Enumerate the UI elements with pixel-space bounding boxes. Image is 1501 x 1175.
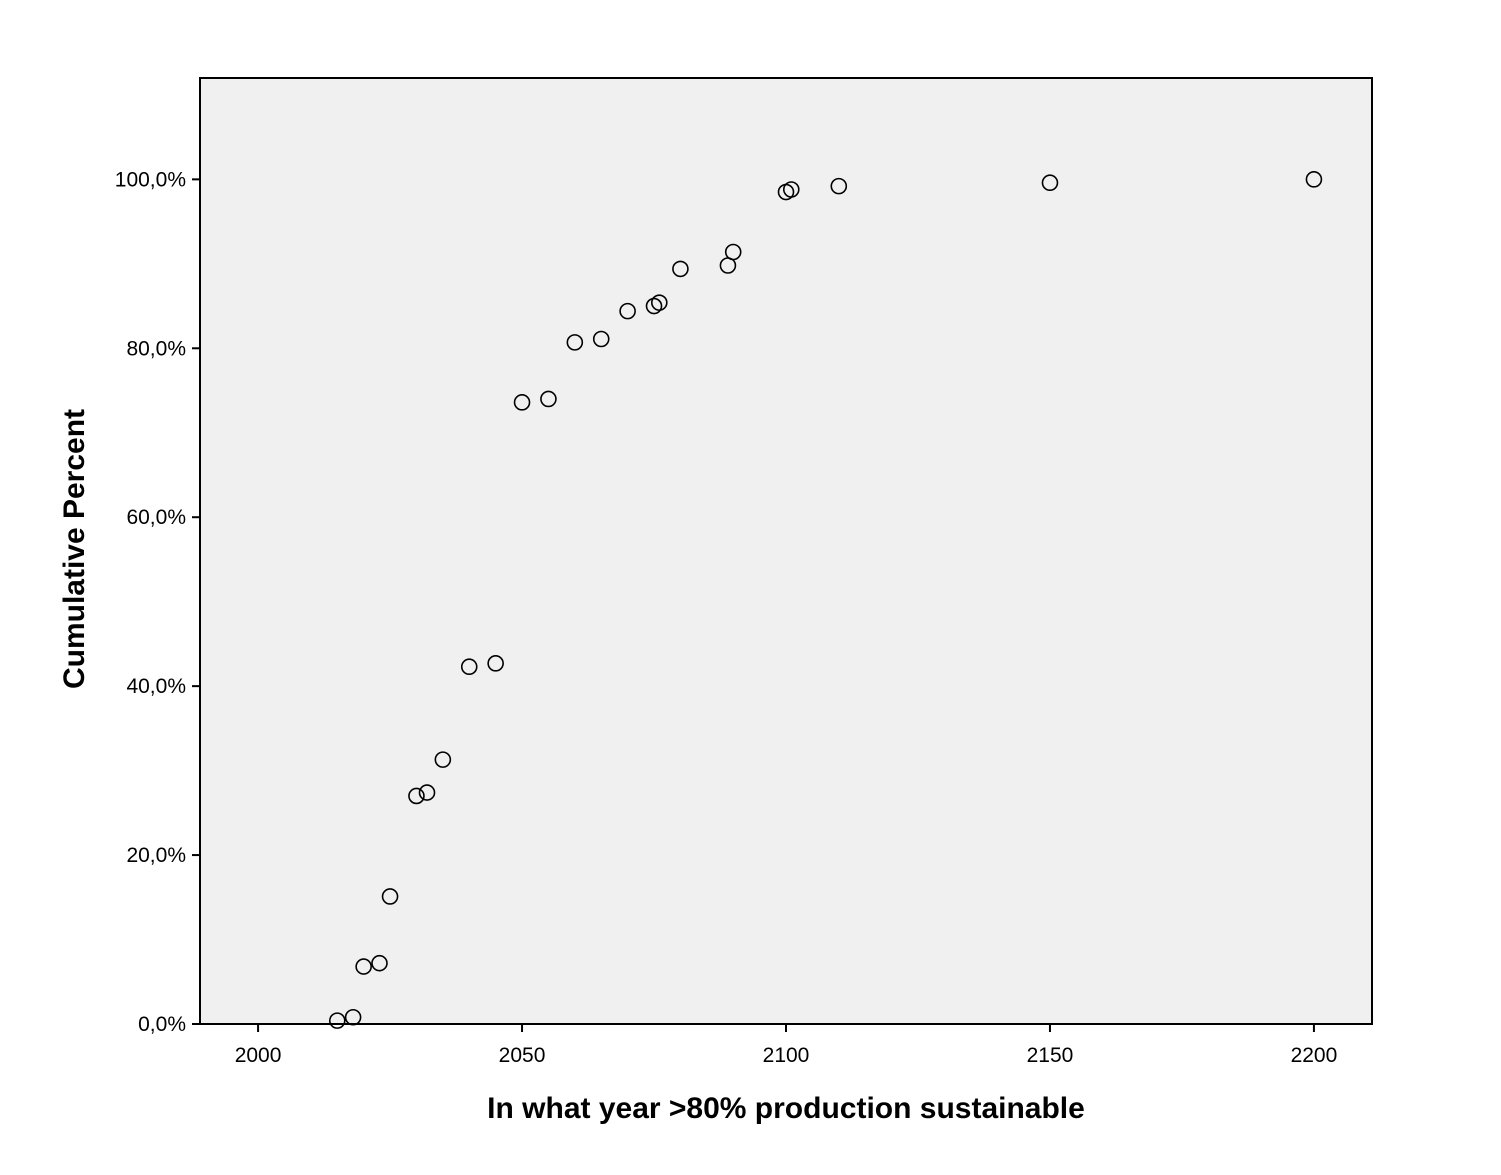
data-point bbox=[672, 260, 689, 278]
data-point bbox=[344, 1008, 362, 1026]
data-point bbox=[513, 394, 531, 411]
x-tick-label: 2100 bbox=[763, 1044, 810, 1067]
data-point bbox=[650, 294, 668, 311]
data-point bbox=[418, 784, 436, 801]
data-point bbox=[782, 181, 800, 198]
x-tick-label: 2150 bbox=[1027, 1044, 1074, 1067]
y-tick-label: 20,0% bbox=[126, 844, 186, 867]
data-point bbox=[645, 297, 663, 315]
y-tick-label: 100,0% bbox=[115, 168, 186, 191]
data-point bbox=[830, 177, 848, 195]
data-point bbox=[434, 751, 452, 768]
y-tick-label: 60,0% bbox=[126, 506, 186, 529]
data-point bbox=[1305, 171, 1323, 188]
y-tick-label: 0,0% bbox=[138, 1013, 186, 1036]
y-axis: 0,0% 20,0% 40,0% 60,0% 80,0% 100,0% bbox=[115, 168, 200, 1036]
data-point bbox=[328, 1012, 346, 1029]
y-axis-title: Cumulative Percent bbox=[58, 409, 91, 689]
x-tick-label: 2000 bbox=[235, 1044, 282, 1067]
data-point bbox=[1041, 174, 1059, 192]
data-point bbox=[566, 334, 584, 351]
data-point bbox=[381, 888, 399, 905]
y-tick-label: 40,0% bbox=[126, 675, 186, 698]
data-point bbox=[371, 954, 388, 972]
data-point bbox=[540, 390, 557, 408]
data-point bbox=[355, 958, 372, 975]
data-point bbox=[487, 655, 504, 672]
data-points bbox=[328, 171, 1323, 1029]
x-tick-label: 2050 bbox=[499, 1044, 546, 1067]
data-point bbox=[724, 243, 742, 261]
plot-area bbox=[199, 77, 1373, 1025]
x-axis: 2000 2050 2100 2150 2200 bbox=[235, 1024, 1338, 1067]
y-tick-label: 80,0% bbox=[126, 337, 186, 360]
data-point bbox=[460, 658, 478, 676]
x-tick-label: 2200 bbox=[1291, 1044, 1338, 1067]
x-axis-title: In what year >80% production sustainable bbox=[487, 1092, 1085, 1125]
data-point bbox=[619, 302, 636, 320]
data-point bbox=[408, 787, 425, 805]
data-point bbox=[592, 330, 610, 348]
